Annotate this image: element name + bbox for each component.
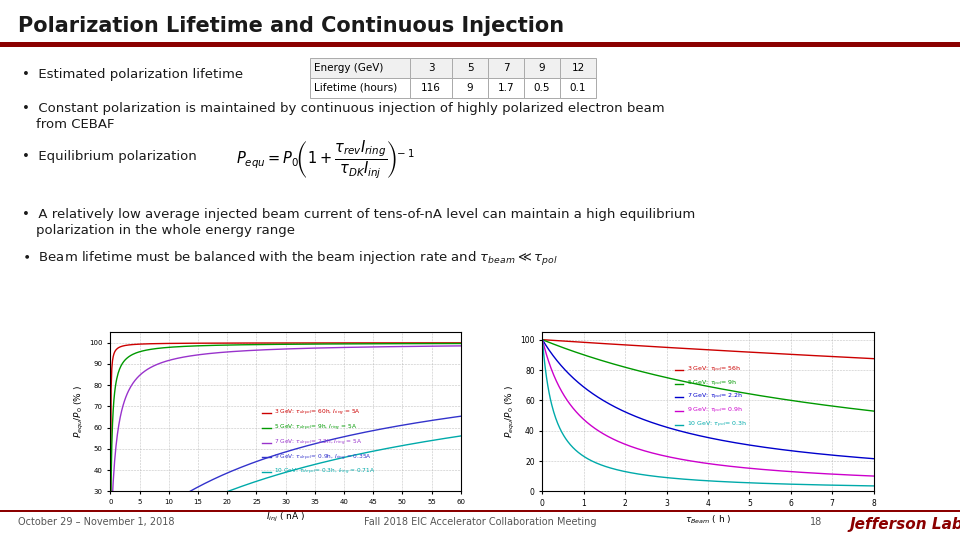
Text: •  Estimated polarization lifetime: • Estimated polarization lifetime — [22, 68, 243, 81]
Text: 9 GeV: $\tau_{pol}$= 0.9h: 9 GeV: $\tau_{pol}$= 0.9h — [687, 406, 744, 416]
Text: 18: 18 — [810, 517, 823, 527]
Text: 9 GeV: $\tau_{depol}$= 0.9h, $I_{ring}$ = 0.35A: 9 GeV: $\tau_{depol}$= 0.9h, $I_{ring}$ … — [274, 453, 372, 463]
Y-axis label: $P_{equ}/P_0$ (% ): $P_{equ}/P_0$ (% ) — [73, 386, 86, 438]
Text: October 29 – November 1, 2018: October 29 – November 1, 2018 — [18, 517, 175, 527]
Text: •  A relatively low average injected beam current of tens-of-nA level can mainta: • A relatively low average injected beam… — [22, 208, 695, 221]
Text: 1.7: 1.7 — [497, 83, 515, 93]
Text: from CEBAF: from CEBAF — [36, 118, 114, 131]
Text: 7 GeV: $\tau_{depol}$= 2.2h, $I_{ring}$ = 5A: 7 GeV: $\tau_{depol}$= 2.2h, $I_{ring}$ … — [274, 437, 362, 448]
Text: 3 GeV: $\tau_{depol}$= 60h, $I_{ring}$ = 5A: 3 GeV: $\tau_{depol}$= 60h, $I_{ring}$ =… — [274, 408, 361, 418]
Text: 7 GeV: $\tau_{pol}$= 2.2h: 7 GeV: $\tau_{pol}$= 2.2h — [687, 392, 743, 402]
Text: 5 GeV: $\tau_{pol}$= 9h: 5 GeV: $\tau_{pol}$= 9h — [687, 379, 737, 389]
Y-axis label: $P_{equ}/P_0$ (% ): $P_{equ}/P_0$ (% ) — [504, 386, 517, 438]
Text: 7: 7 — [503, 63, 510, 73]
Text: 0.1: 0.1 — [569, 83, 587, 93]
Text: 116: 116 — [421, 83, 441, 93]
Text: •  Constant polarization is maintained by continuous injection of highly polariz: • Constant polarization is maintained by… — [22, 102, 664, 115]
X-axis label: $I_{inj}$ ( nA ): $I_{inj}$ ( nA ) — [266, 511, 305, 524]
Text: Lifetime (hours): Lifetime (hours) — [314, 83, 397, 93]
Text: 9: 9 — [539, 63, 545, 73]
Text: 5 GeV: $\tau_{depol}$= 9h, $I_{ring}$ = 5A: 5 GeV: $\tau_{depol}$= 9h, $I_{ring}$ = … — [274, 423, 357, 433]
Text: Polarization Lifetime and Continuous Injection: Polarization Lifetime and Continuous Inj… — [18, 16, 564, 36]
Text: 10 GeV: $\tau_{depol}$= 0.3h, $I_{ring}$ = 0.71A: 10 GeV: $\tau_{depol}$= 0.3h, $I_{ring}$… — [274, 467, 375, 477]
Text: 3 GeV: $\tau_{pol}$= 56h: 3 GeV: $\tau_{pol}$= 56h — [687, 365, 741, 375]
Text: Fall 2018 EIC Accelerator Collaboration Meeting: Fall 2018 EIC Accelerator Collaboration … — [364, 517, 596, 527]
Text: $P_{equ} = P_0\!\left(1 + \dfrac{\tau_{rev}I_{ring}}{\tau_{DK}I_{inj}}\right)^{\: $P_{equ} = P_0\!\left(1 + \dfrac{\tau_{r… — [236, 138, 415, 180]
Text: •  Equilibrium polarization: • Equilibrium polarization — [22, 150, 197, 163]
Text: 3: 3 — [428, 63, 434, 73]
Text: 10 GeV: $\tau_{pol}$= 0.3h: 10 GeV: $\tau_{pol}$= 0.3h — [687, 420, 748, 430]
Text: polarization in the whole energy range: polarization in the whole energy range — [36, 224, 295, 237]
Text: 9: 9 — [467, 83, 473, 93]
Text: 0.5: 0.5 — [534, 83, 550, 93]
Text: Jefferson Lab: Jefferson Lab — [850, 516, 960, 531]
Text: $\bullet$  Beam lifetime must be balanced with the beam injection rate and $\tau: $\bullet$ Beam lifetime must be balanced… — [22, 250, 558, 268]
Text: 5: 5 — [467, 63, 473, 73]
Text: 12: 12 — [571, 63, 585, 73]
Text: Energy (GeV): Energy (GeV) — [314, 63, 383, 73]
X-axis label: $\tau_{Beam}$ ( h ): $\tau_{Beam}$ ( h ) — [684, 514, 732, 526]
